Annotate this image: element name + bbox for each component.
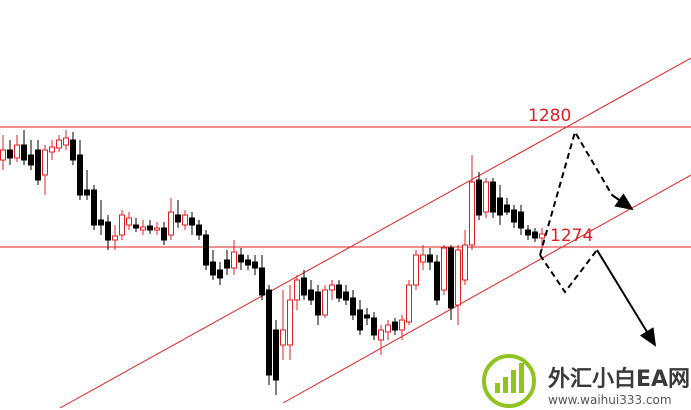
body (518, 211, 524, 229)
logo-ring (482, 354, 536, 408)
body (322, 289, 328, 316)
body (280, 329, 286, 346)
body (70, 139, 76, 161)
levels: 1280 1274 (0, 106, 691, 248)
body (168, 211, 174, 236)
body (84, 189, 90, 196)
body (105, 221, 111, 241)
body (98, 219, 104, 226)
body (287, 299, 293, 346)
forecast-up (539, 129, 613, 256)
logo-bar (495, 383, 500, 393)
body (91, 189, 97, 226)
channel-upper (59, 57, 691, 409)
body (231, 251, 237, 269)
body (406, 284, 412, 323)
brand: 外汇小白EA网 (548, 366, 690, 392)
body (420, 254, 426, 263)
body (378, 329, 384, 341)
body (329, 284, 335, 291)
body (7, 149, 13, 159)
body (364, 314, 370, 319)
body (294, 279, 300, 301)
body (539, 233, 545, 239)
body (476, 179, 482, 216)
body (189, 217, 195, 226)
body (210, 261, 216, 276)
body (497, 197, 503, 216)
body (133, 224, 139, 229)
body (343, 291, 349, 301)
body (413, 254, 419, 286)
body (252, 261, 258, 269)
body (14, 144, 20, 159)
forecast-up-arrow (611, 193, 634, 211)
body (245, 259, 251, 266)
body (182, 214, 188, 226)
watermark: 外汇小白EA网 www.waihui333.com (482, 354, 690, 408)
body (511, 209, 517, 223)
body (147, 225, 153, 231)
body (525, 229, 531, 236)
body (35, 149, 41, 181)
body (196, 224, 202, 236)
level-label: 1280 (528, 106, 571, 126)
body (434, 261, 440, 301)
body (273, 329, 279, 381)
body (56, 139, 62, 149)
body (315, 291, 321, 316)
body (238, 254, 244, 263)
body (483, 181, 489, 213)
forecast-down (539, 249, 598, 294)
body (217, 269, 223, 279)
body (455, 249, 461, 306)
body (357, 309, 363, 331)
body (175, 214, 181, 223)
body (266, 289, 272, 376)
body (126, 217, 132, 226)
body (469, 181, 475, 246)
body (350, 297, 356, 316)
body (259, 267, 265, 296)
level-label: 1274 (550, 226, 593, 246)
body (203, 234, 209, 266)
body (504, 204, 510, 213)
channel-lower (282, 174, 691, 404)
body (0, 149, 6, 161)
logo-bar (511, 370, 516, 393)
body (399, 319, 405, 331)
body (462, 244, 468, 281)
body (392, 321, 398, 331)
body (49, 146, 55, 153)
body (385, 324, 391, 333)
body (490, 181, 496, 213)
body (77, 154, 83, 196)
body (224, 259, 230, 269)
body (140, 226, 146, 231)
body (308, 289, 314, 301)
body (28, 154, 34, 166)
logo-bar (519, 363, 524, 393)
body (112, 235, 118, 241)
body (301, 277, 307, 296)
forecast-down-arrow (596, 249, 657, 347)
body (63, 137, 69, 146)
body (532, 231, 538, 239)
body (119, 214, 125, 236)
body (42, 149, 48, 176)
body (336, 284, 342, 299)
body (161, 227, 167, 241)
body (441, 247, 447, 291)
body (427, 254, 433, 263)
candles (0, 130, 545, 395)
url: www.waihui333.com (548, 393, 672, 407)
body (448, 247, 454, 309)
body (371, 317, 377, 336)
body (21, 144, 27, 161)
logo-bar (503, 377, 508, 393)
body (154, 227, 160, 231)
